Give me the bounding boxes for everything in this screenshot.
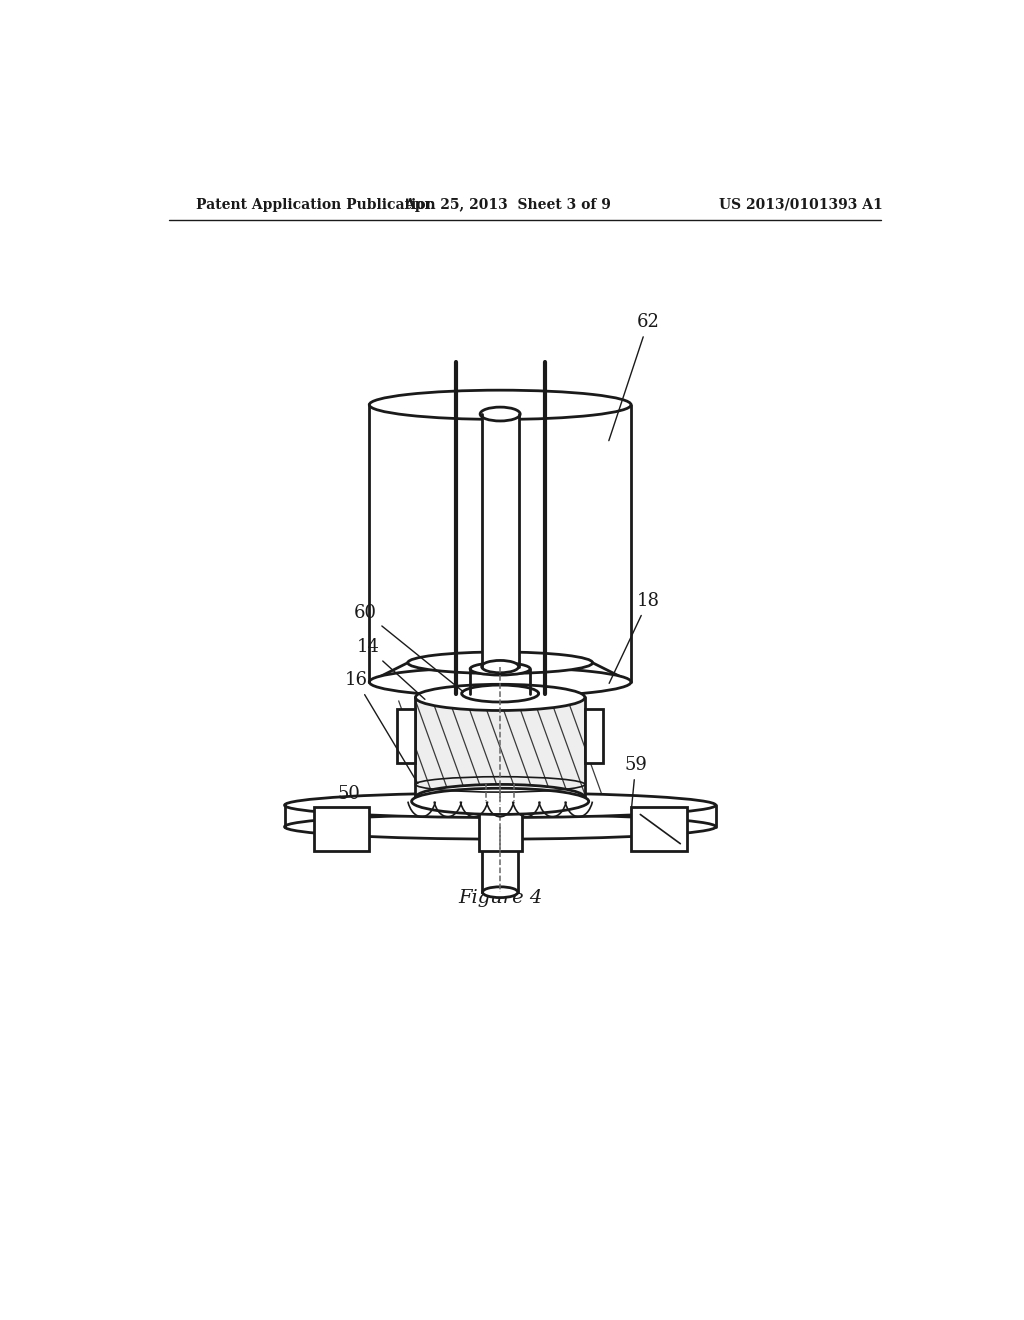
Polygon shape bbox=[370, 663, 631, 682]
Text: 59: 59 bbox=[625, 756, 647, 810]
Text: Apr. 25, 2013  Sheet 3 of 9: Apr. 25, 2013 Sheet 3 of 9 bbox=[404, 198, 611, 211]
Text: 16: 16 bbox=[345, 672, 418, 784]
Ellipse shape bbox=[481, 660, 518, 673]
Text: 14: 14 bbox=[356, 639, 425, 700]
Text: Patent Application Publication: Patent Application Publication bbox=[196, 198, 435, 211]
Text: Figure 4: Figure 4 bbox=[458, 888, 543, 907]
Ellipse shape bbox=[462, 685, 539, 702]
Ellipse shape bbox=[370, 668, 631, 697]
Text: 62: 62 bbox=[609, 313, 659, 441]
Bar bbox=[585, 709, 603, 763]
Ellipse shape bbox=[412, 788, 589, 814]
Ellipse shape bbox=[370, 391, 631, 420]
Bar bbox=[478, 807, 521, 851]
Text: 18: 18 bbox=[609, 593, 659, 684]
Ellipse shape bbox=[285, 793, 716, 817]
Bar bbox=[285, 805, 716, 826]
Ellipse shape bbox=[470, 663, 530, 675]
Bar bbox=[482, 826, 518, 892]
Text: US 2013/0101393 A1: US 2013/0101393 A1 bbox=[719, 198, 883, 211]
Text: 50: 50 bbox=[337, 785, 359, 804]
Bar bbox=[416, 697, 585, 797]
Bar bbox=[481, 414, 518, 667]
Bar bbox=[631, 807, 686, 851]
Ellipse shape bbox=[285, 814, 716, 840]
Text: 60: 60 bbox=[354, 603, 463, 692]
Ellipse shape bbox=[408, 652, 593, 673]
Ellipse shape bbox=[480, 407, 520, 421]
Bar bbox=[370, 405, 631, 682]
Bar bbox=[397, 709, 416, 763]
Ellipse shape bbox=[482, 887, 518, 898]
Ellipse shape bbox=[416, 684, 585, 710]
Bar bbox=[313, 807, 370, 851]
Ellipse shape bbox=[416, 784, 585, 810]
